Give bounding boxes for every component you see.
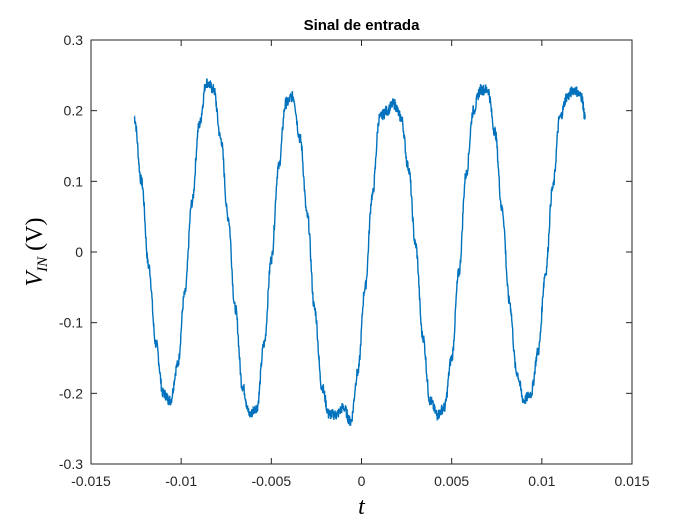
y-axis-label: VIN (V) [22,218,51,287]
series-line [133,78,586,427]
plot-area [90,39,633,465]
x-tick-label: 0.005 [434,473,469,489]
x-tick-label: 0.01 [528,473,555,489]
x-tick-label: -0.005 [251,473,291,489]
y-tick-label: -0.2 [59,385,83,401]
y-tick-label: -0.3 [59,456,83,472]
x-tick-label: 0 [358,473,366,489]
y-tick-label: 0.2 [64,103,84,119]
chart-title: Sinal de entrada [304,17,421,34]
x-tick-label: -0.01 [165,473,197,489]
y-axis-label-sub: IN [35,256,51,273]
y-tick-label: 0.3 [64,32,84,48]
y-tick-label: 0.1 [64,173,84,189]
x-tick-label: 0.015 [614,473,649,489]
axes-box [90,39,633,465]
x-axis-label: t [358,494,366,520]
x-tick-labels: -0.015 -0.01 -0.005 0 0.005 0.01 0.015 [71,473,650,489]
y-tick-label: -0.1 [59,315,83,331]
y-tick-label: 0 [75,244,83,260]
x-tick-label: -0.015 [71,473,111,489]
y-tick-labels: -0.3 -0.2 -0.1 0 0.1 0.2 0.3 [59,32,83,472]
y-axis-label-main: V [22,270,48,287]
y-axis-label-unit: (V) [22,218,48,251]
ticks [90,39,633,465]
